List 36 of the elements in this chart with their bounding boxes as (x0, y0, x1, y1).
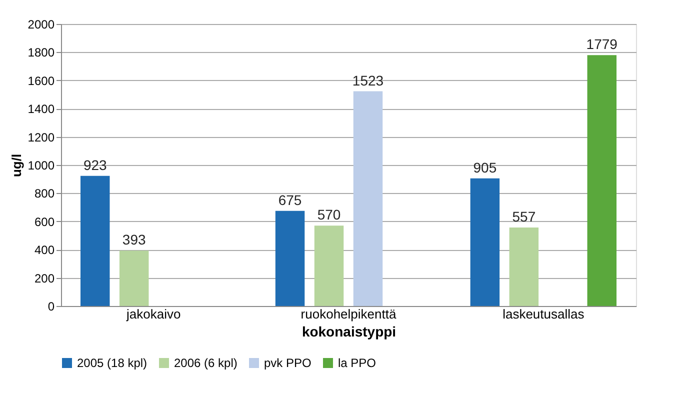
y-tick-label: 400 (34, 243, 55, 258)
data-label: 675 (278, 192, 302, 208)
y-tick-label: 1000 (28, 158, 55, 172)
bar (470, 178, 500, 306)
x-tick-label: jakokaivo (125, 306, 181, 322)
legend-label: la PPO (338, 356, 376, 370)
x-tick-label: ruokohelpikenttä (300, 306, 397, 322)
y-tick-label: 1600 (28, 74, 55, 88)
data-label: 1523 (352, 72, 384, 88)
y-tick-label: 600 (34, 214, 55, 229)
bar (587, 55, 617, 306)
y-tick-label: 2000 (28, 18, 55, 32)
y-tick-label: 1400 (28, 102, 55, 116)
y-tick-label: 800 (34, 186, 55, 201)
legend-label: 2005 (18 kpl) (77, 356, 148, 370)
data-label: 557 (512, 208, 536, 224)
y-tick-label: 200 (34, 271, 55, 286)
y-tick-label: 1800 (28, 46, 55, 60)
legend-label: 2006 (6 kpl) (174, 356, 238, 370)
y-tick-label: 1200 (28, 130, 55, 144)
data-label: 393 (122, 232, 146, 248)
bar (353, 91, 383, 306)
legend-label: pvk PPO (264, 356, 312, 370)
bar (314, 226, 344, 306)
bar (80, 176, 110, 306)
data-label: 923 (83, 156, 108, 173)
bar (275, 210, 305, 306)
data-label: 905 (473, 159, 497, 176)
y-axis-title: ug/l (8, 154, 24, 178)
x-tick-label: laskeutusallas (502, 306, 585, 322)
data-label: 570 (317, 206, 341, 223)
bar (119, 250, 149, 306)
x-axis-title: kokonaistyppi (302, 324, 396, 340)
y-tick-label: 0 (48, 300, 55, 314)
data-label: 1779 (586, 36, 618, 52)
bar (509, 227, 539, 306)
